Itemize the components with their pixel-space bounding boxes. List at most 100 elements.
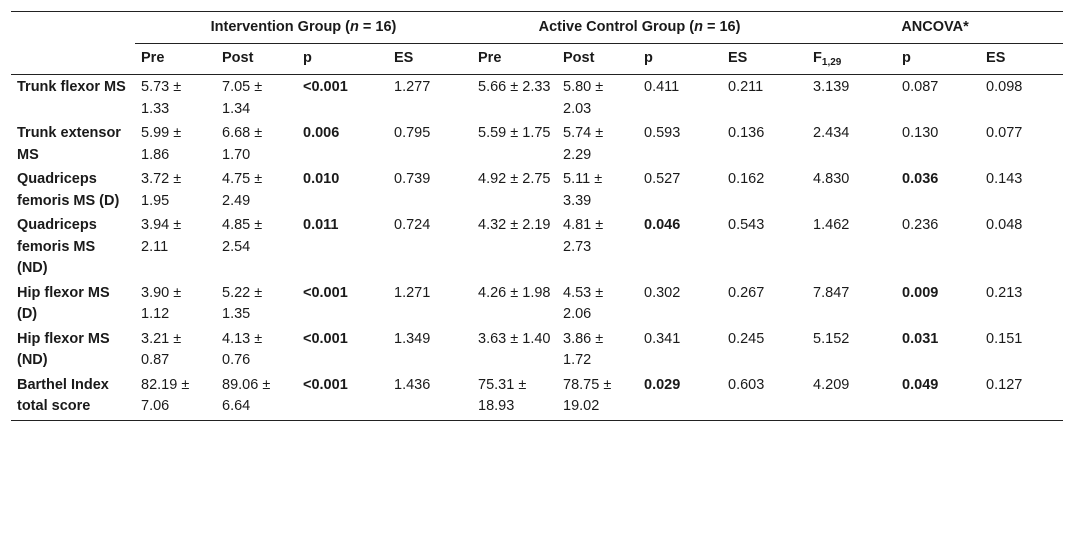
table-cell: 5.66 ± 2.33 xyxy=(478,79,551,95)
row-label: Hip flexor MS (ND) xyxy=(17,330,110,369)
table-cell: 4.92 ± 2.75 xyxy=(478,171,551,187)
row-label: Trunk extensor MS xyxy=(17,125,121,163)
column-header: Pre xyxy=(472,43,558,75)
table-cell: 4.81 ± 2.73 xyxy=(563,217,604,255)
table-row: Quadriceps femoris MS (ND) 3.94 ± 2.11 4.8… xyxy=(11,213,1063,281)
column-header: ES xyxy=(722,43,808,75)
table-cell: 89.06 ± 6.64 xyxy=(216,372,297,421)
column-header: Post xyxy=(557,43,639,75)
table-cell: 0.211 xyxy=(728,79,764,95)
table-cell: 4.13 ± 0.76 xyxy=(222,330,263,369)
table-cell: 0.151 xyxy=(986,330,1023,347)
column-header-f: F1,29 xyxy=(807,43,897,75)
table-cell: 1.436 xyxy=(388,372,473,421)
table-cell: 0.739 xyxy=(394,171,431,187)
table-body: Trunk flexor MS 5.73 ± 1.33 7.05 ± 1.34 <0.… xyxy=(11,75,1064,421)
table-cell: 0.087 xyxy=(902,79,939,95)
table-cell: 0.077 xyxy=(986,125,1023,141)
results-table: Intervention Group (n = 16) Active Contr… xyxy=(11,11,1064,421)
table-cell: 78.75 ± 19.02 xyxy=(557,372,639,421)
table-cell: 0.127 xyxy=(980,372,1064,421)
table-cell: 5.11 ± 3.39 xyxy=(563,171,603,209)
row-label: Hip flexor MS (D) xyxy=(17,284,110,323)
table-cell: 5.152 xyxy=(813,330,850,347)
table-cell: 4.26 ± 1.98 xyxy=(478,284,551,301)
table-cell: 0.245 xyxy=(728,330,765,347)
table-cell: 0.341 xyxy=(644,330,681,347)
table-cell: 0.527 xyxy=(644,171,681,187)
table-cell: 5.73 ± 1.33 xyxy=(141,79,182,117)
table-cell: 5.22 ± 1.35 xyxy=(222,284,263,323)
table-cell: 3.94 ± 2.11 xyxy=(141,217,182,255)
table-cell: 0.048 xyxy=(986,217,1023,233)
column-header: p xyxy=(297,43,388,75)
group-header-row: Intervention Group (n = 16) Active Contr… xyxy=(11,11,1064,44)
table-row: Trunk flexor MS 5.73 ± 1.33 7.05 ± 1.34 <0.… xyxy=(11,75,1063,122)
table-cell: 4.53 ± 2.06 xyxy=(563,284,604,323)
table-row: Hip flexor MS (ND) 3.21 ± 0.87 4.13 ± 0.76… xyxy=(11,327,1063,373)
table-cell: <0.001 xyxy=(303,284,348,301)
table-cell: 82.19 ± 7.06 xyxy=(135,372,216,421)
table-cell: 0.136 xyxy=(728,125,765,141)
table-cell: 0.006 xyxy=(303,125,340,141)
table-cell: 0.795 xyxy=(394,125,431,141)
table-cell: 0.213 xyxy=(986,284,1023,301)
table-cell: 0.031 xyxy=(902,330,939,347)
table-cell: 3.21 ± 0.87 xyxy=(141,330,182,369)
group-header-ancova: ANCOVA* xyxy=(807,11,1064,44)
table-cell: 4.32 ± 2.19 xyxy=(478,217,551,233)
table-cell: 0.162 xyxy=(728,171,765,187)
table-row: Trunk extensor MS 5.99 ± 1.86 6.68 ± 1.70 0… xyxy=(11,121,1063,167)
table-cell: 0.098 xyxy=(986,79,1023,95)
table-cell: 4.85 ± 2.54 xyxy=(222,217,263,255)
table-cell: 6.68 ± 1.70 xyxy=(222,125,263,163)
table-cell: 0.143 xyxy=(986,171,1023,187)
table-row: Quadriceps femoris MS (D) 3.72 ± 1.95 4.75… xyxy=(11,167,1063,213)
group-header-intervention: Intervention Group (n = 16) xyxy=(135,11,473,44)
table-cell: 0.593 xyxy=(644,125,681,141)
table-cell: <0.001 xyxy=(303,79,348,95)
column-header: Post xyxy=(216,43,297,75)
table-cell: 4.75 ± 2.49 xyxy=(222,171,263,209)
table-cell: 0.411 xyxy=(644,79,680,95)
table-cell: 3.139 xyxy=(813,79,850,95)
table-cell: 0.046 xyxy=(644,217,681,233)
row-label: Quadriceps femoris MS (ND) xyxy=(17,217,97,276)
row-label: Quadriceps femoris MS (D) xyxy=(17,171,120,209)
table-cell: 0.011 xyxy=(303,217,339,233)
table-cell: 1.271 xyxy=(394,284,431,301)
table-cell: 1.277 xyxy=(394,79,431,95)
table-cell: 0.543 xyxy=(728,217,765,233)
table-cell: 7.847 xyxy=(813,284,850,301)
table-cell: 5.99 ± 1.86 xyxy=(141,125,182,163)
table-cell: 75.31 ± 18.93 xyxy=(472,372,558,421)
table-cell: 7.05 ± 1.34 xyxy=(222,79,263,117)
table-cell: <0.001 xyxy=(297,372,388,421)
table-cell: 4.830 xyxy=(813,171,850,187)
row-label: Trunk flexor MS xyxy=(17,79,126,95)
table-cell: 0.130 xyxy=(902,125,939,141)
table-cell: 0.029 xyxy=(638,372,723,421)
table-cell: 3.90 ± 1.12 xyxy=(141,284,182,323)
table-cell: 0.010 xyxy=(303,171,340,187)
table-cell: 5.59 ± 1.75 xyxy=(478,125,551,141)
table-cell: 0.267 xyxy=(728,284,765,301)
header-blank-cell xyxy=(11,11,135,44)
table-cell: 0.036 xyxy=(902,171,939,187)
group-header-control: Active Control Group (n = 16) xyxy=(472,11,808,44)
column-header-row: Pre Post p ES Pre Post p ES F1,29 p ES xyxy=(11,43,1064,75)
table-cell: 0.724 xyxy=(394,217,431,233)
table-cell: 1.349 xyxy=(394,330,431,347)
table-cell: 0.236 xyxy=(902,217,939,233)
table-cell: 0.049 xyxy=(896,372,981,421)
table-cell: 5.80 ± 2.03 xyxy=(563,79,604,117)
column-header-blank xyxy=(11,43,135,75)
table-cell: 1.462 xyxy=(813,217,850,233)
table-cell: 2.434 xyxy=(813,125,850,141)
column-header: p xyxy=(638,43,723,75)
table-cell: <0.001 xyxy=(303,330,348,347)
table-cell: 3.63 ± 1.40 xyxy=(478,330,551,347)
table-row: Barthel Index total score 82.19 ± 7.06 89.… xyxy=(11,372,1064,421)
table-cell: 3.86 ± 1.72 xyxy=(563,330,604,369)
table-cell: 5.74 ± 2.29 xyxy=(563,125,604,163)
